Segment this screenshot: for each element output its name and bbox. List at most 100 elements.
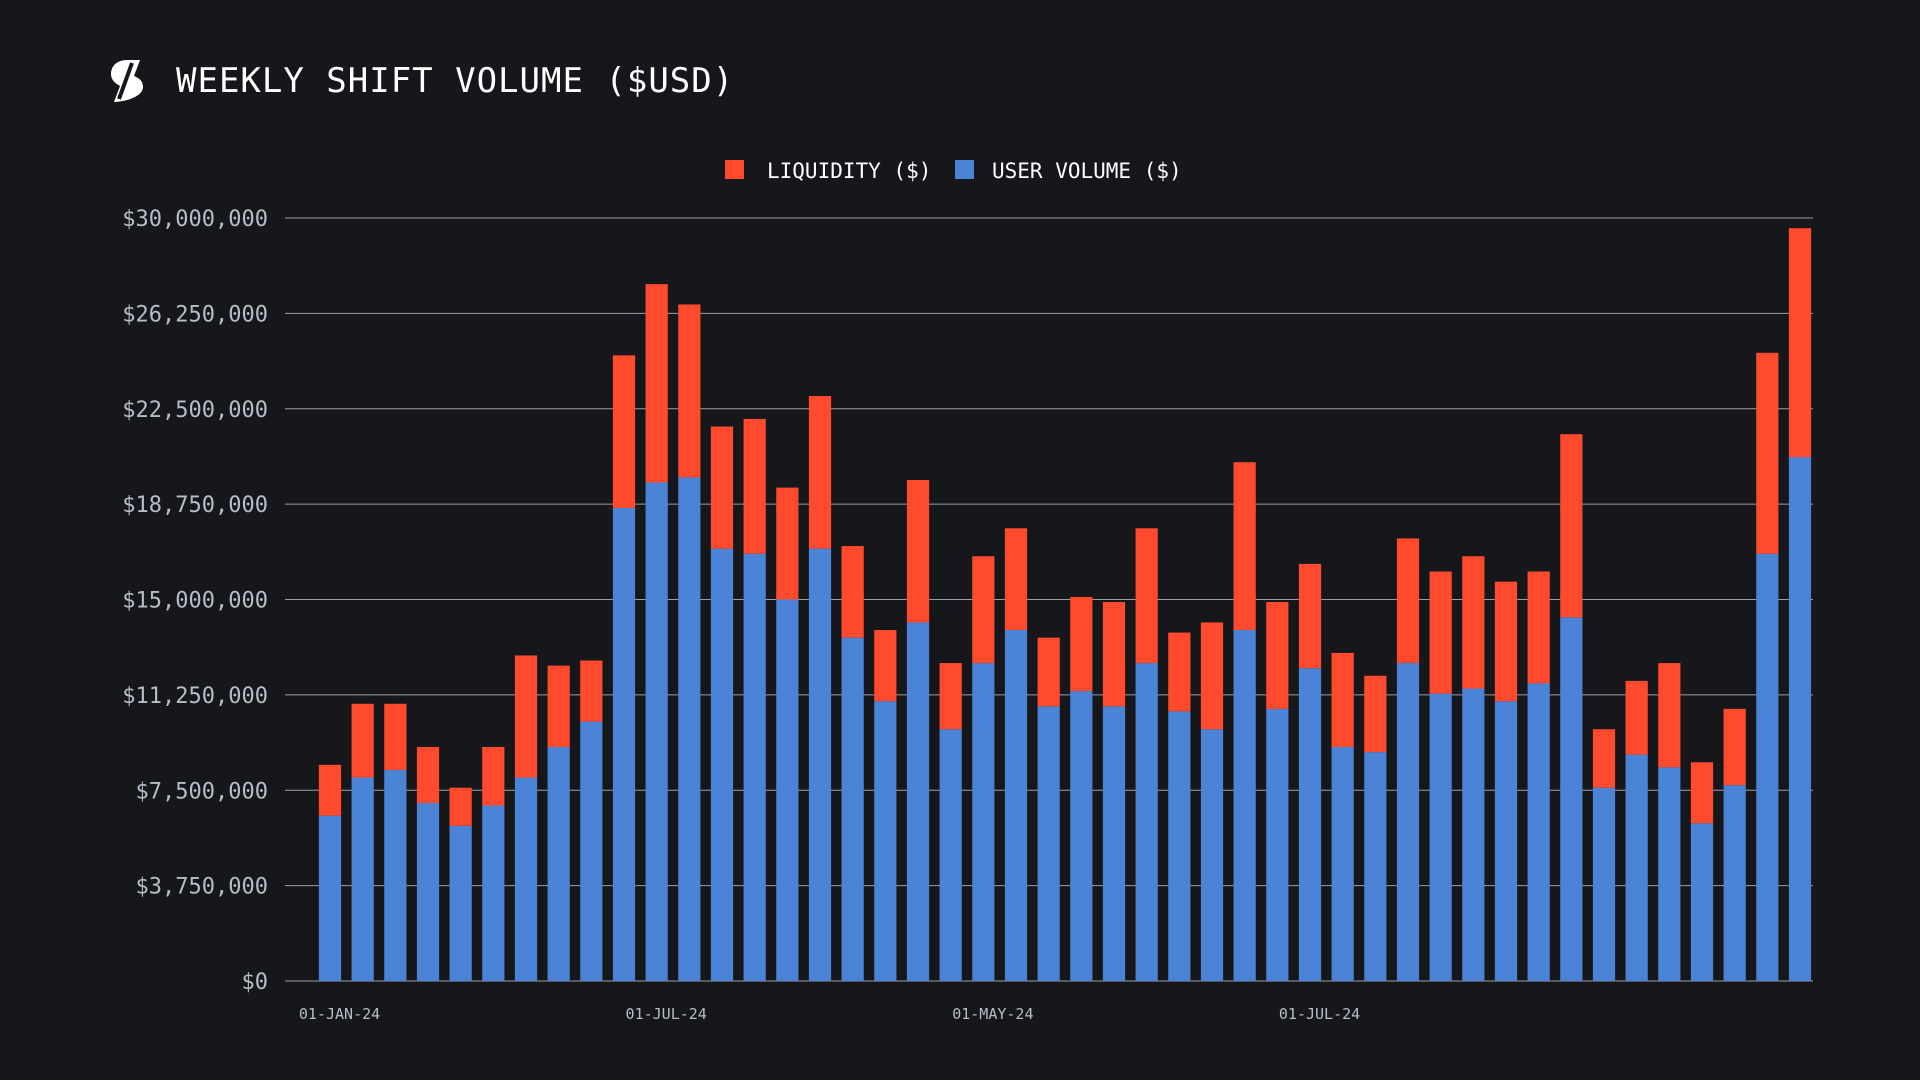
y-tick-label: $3,750,000	[136, 875, 268, 900]
bar-user-volume	[1690, 823, 1714, 981]
bar-user-volume	[1396, 663, 1420, 981]
legend-label-liquidity: LIQUIDITY ($)	[767, 159, 931, 183]
legend-swatch-user-volume	[955, 160, 974, 179]
bar-liquidity	[1396, 538, 1420, 664]
bar-user-volume	[710, 548, 734, 981]
bar-user-volume	[318, 815, 342, 981]
bar-liquidity	[351, 703, 374, 778]
y-tick-label: $26,250,000	[122, 302, 268, 327]
bar-user-volume	[1037, 706, 1060, 981]
bar-liquidity	[1004, 528, 1028, 631]
bar-user-volume	[645, 482, 668, 981]
bar-liquidity	[1625, 680, 1648, 755]
bar-user-volume	[351, 777, 374, 981]
y-tick-label: $0	[242, 970, 269, 995]
bar-liquidity	[1560, 434, 1583, 618]
bar-user-volume	[1462, 688, 1485, 981]
bar-liquidity	[678, 304, 701, 478]
bar-user-volume	[1658, 767, 1681, 981]
bar-user-volume	[906, 622, 930, 981]
bar-user-volume	[1004, 630, 1028, 981]
bar-user-volume	[482, 805, 505, 981]
bar-user-volume	[384, 769, 407, 981]
bar-liquidity	[776, 487, 799, 600]
bar-user-volume	[1102, 706, 1126, 981]
bar-liquidity	[1690, 762, 1714, 824]
bar-liquidity	[514, 655, 538, 778]
bar-liquidity	[1756, 352, 1779, 554]
bar-liquidity	[939, 663, 962, 730]
bar-user-volume	[1592, 787, 1616, 981]
bar-liquidity	[1266, 602, 1289, 709]
bar-user-volume	[1331, 747, 1354, 981]
bars-layer	[318, 228, 1812, 981]
bar-liquidity	[972, 556, 995, 664]
bar-user-volume	[1070, 691, 1093, 981]
y-tick-label: $7,500,000	[136, 779, 268, 804]
x-tick-label: 01-JAN-24	[299, 1005, 380, 1023]
bar-user-volume	[874, 701, 897, 981]
x-tick-label: 01-JUL-24	[1279, 1005, 1360, 1023]
y-tick-label: $18,750,000	[122, 493, 268, 518]
bar-liquidity	[318, 764, 342, 816]
axis-layer: $30,000,000 $26,250,000 $22,500,000 $18,750…	[122, 207, 1360, 1023]
bar-liquidity	[1200, 622, 1224, 730]
bar-user-volume	[1723, 785, 1746, 981]
y-tick-label: $22,500,000	[122, 398, 268, 423]
bar-user-volume	[1298, 668, 1322, 981]
bar-liquidity	[906, 479, 930, 623]
chart-title: WEEKLY SHIFT VOLUME ($USD)	[176, 61, 735, 101]
bar-liquidity	[482, 747, 505, 806]
bar-user-volume	[678, 477, 701, 981]
x-tick-label: 01-JUL-24	[626, 1005, 707, 1023]
bar-liquidity	[449, 787, 472, 826]
bar-liquidity	[547, 665, 570, 748]
bar-user-volume	[1266, 708, 1289, 981]
bar-user-volume	[1527, 683, 1550, 981]
legend-label-user-volume: USER VOLUME ($)	[992, 159, 1182, 183]
bar-liquidity	[743, 418, 766, 554]
bar-liquidity	[710, 426, 734, 549]
bar-liquidity	[645, 284, 668, 483]
x-tick-label: 01-MAY-24	[952, 1005, 1033, 1023]
y-tick-label: $15,000,000	[122, 589, 268, 614]
bar-user-volume	[1135, 663, 1158, 981]
bar-user-volume	[1364, 752, 1387, 981]
bar-user-volume	[776, 599, 799, 981]
bar-user-volume	[1788, 457, 1812, 981]
bar-user-volume	[1494, 701, 1518, 981]
bar-liquidity	[1494, 581, 1518, 702]
bar-liquidity	[1298, 563, 1322, 669]
bar-liquidity	[416, 747, 440, 803]
legend-swatch-liquidity	[725, 160, 744, 179]
bar-user-volume	[547, 747, 570, 981]
bar-user-volume	[743, 553, 766, 981]
bar-liquidity	[1658, 663, 1681, 768]
bar-user-volume	[612, 507, 636, 981]
bar-liquidity	[1462, 556, 1485, 689]
bar-user-volume	[514, 777, 538, 981]
bar-liquidity	[1364, 675, 1387, 753]
bar-user-volume	[1625, 754, 1648, 981]
bar-user-volume	[1429, 693, 1452, 981]
bar-liquidity	[580, 660, 603, 722]
bar-liquidity	[612, 355, 636, 508]
bar-user-volume	[841, 637, 864, 981]
sideshift-s-logo-icon	[111, 60, 143, 102]
bar-user-volume	[808, 548, 832, 981]
bar-liquidity	[808, 396, 832, 549]
bar-user-volume	[1168, 711, 1191, 981]
bar-liquidity	[1135, 528, 1158, 664]
bar-liquidity	[1168, 632, 1191, 712]
bar-user-volume	[972, 663, 995, 981]
bar-liquidity	[1788, 228, 1812, 458]
bar-liquidity	[1233, 462, 1256, 631]
bar-user-volume	[416, 802, 440, 981]
bar-liquidity	[1429, 571, 1452, 694]
bar-liquidity	[1037, 637, 1060, 707]
bar-user-volume	[1560, 617, 1583, 981]
chart-header: WEEKLY SHIFT VOLUME ($USD)	[110, 56, 734, 106]
y-tick-label: $30,000,000	[122, 207, 268, 232]
